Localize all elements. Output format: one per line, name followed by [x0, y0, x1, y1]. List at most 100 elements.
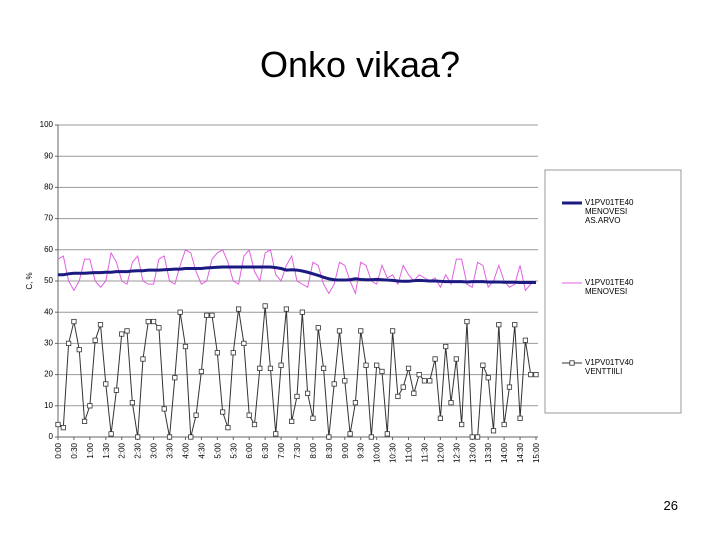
y-tick-label: 50	[44, 276, 53, 285]
data-point	[459, 421, 465, 428]
data-point	[103, 381, 109, 387]
data-point	[92, 337, 98, 343]
data-point	[358, 328, 364, 334]
data-point	[326, 434, 332, 440]
data-point	[145, 318, 151, 325]
data-point	[299, 309, 305, 315]
data-point	[517, 415, 523, 421]
data-point	[421, 378, 428, 384]
data-point	[140, 356, 146, 362]
data-point	[60, 425, 66, 431]
y-tick-label: 20	[44, 370, 53, 379]
data-point	[177, 309, 183, 315]
x-tick-label: 9:30	[357, 442, 366, 458]
x-tick-label: 2:30	[134, 442, 143, 458]
y-tick-label: 0	[49, 432, 54, 441]
x-tick-label: 4:00	[181, 442, 190, 458]
x-tick-label: 0:00	[54, 442, 63, 458]
data-point	[443, 343, 449, 350]
series-line	[57, 248, 537, 296]
data-point	[225, 425, 231, 431]
y-tick-label: 90	[44, 151, 53, 160]
data-point	[150, 318, 157, 325]
x-tick-label: 7:30	[293, 442, 302, 458]
data-point	[113, 387, 120, 393]
data-point	[230, 350, 236, 356]
data-point	[400, 384, 406, 390]
data-point	[501, 421, 507, 428]
y-tick-label: 10	[44, 401, 53, 410]
data-point	[294, 393, 300, 400]
y-tick-label: 40	[44, 307, 53, 316]
data-point	[81, 418, 88, 425]
data-point	[528, 371, 534, 378]
data-point	[342, 378, 348, 384]
data-point	[283, 306, 289, 312]
data-point	[156, 325, 162, 331]
x-tick-label: 2:00	[118, 442, 127, 458]
x-tick-label: 7:00	[277, 442, 286, 458]
data-point	[533, 371, 539, 378]
data-point	[55, 421, 61, 428]
data-point	[315, 325, 321, 331]
data-point	[204, 312, 210, 318]
x-tick-label: 1:00	[86, 442, 95, 458]
data-point	[166, 434, 173, 440]
data-point	[193, 412, 199, 418]
data-point	[379, 368, 385, 375]
x-tick-label: 10:00	[373, 442, 382, 463]
x-tick-label: 6:30	[261, 442, 270, 458]
data-point	[262, 303, 268, 309]
x-tick-label: 13:00	[468, 442, 477, 463]
data-point	[214, 350, 220, 356]
x-tick-label: 0:30	[70, 442, 79, 458]
series-line	[57, 305, 536, 438]
data-point	[384, 431, 390, 437]
data-point	[496, 322, 502, 328]
x-tick-label: 5:00	[213, 442, 222, 458]
x-tick-label: 9:00	[341, 442, 350, 458]
data-point	[188, 434, 194, 440]
x-tick-label: 15:00	[532, 442, 541, 463]
data-point	[437, 415, 444, 421]
data-point	[411, 390, 417, 396]
data-point	[182, 343, 189, 350]
legend-box	[544, 169, 682, 414]
y-axis-label: C, %	[25, 272, 34, 289]
data-point	[220, 409, 226, 415]
page-number: 26	[663, 498, 678, 513]
x-tick-label: 11:00	[405, 442, 414, 462]
y-tick-label: 70	[44, 214, 53, 223]
data-point	[198, 368, 204, 375]
data-point	[416, 371, 422, 378]
x-tick-label: 1:30	[102, 442, 111, 458]
data-point	[310, 415, 316, 421]
y-tick-label: 100	[40, 120, 54, 129]
data-point	[278, 362, 284, 368]
x-tick-label: 8:00	[309, 442, 318, 458]
data-point	[241, 340, 247, 347]
data-point	[485, 375, 491, 381]
data-point	[71, 318, 77, 325]
x-tick-label: 3:00	[150, 442, 159, 458]
data-point	[235, 306, 242, 312]
slide-title: Onko vikaa?	[259, 44, 461, 85]
data-point	[395, 393, 401, 400]
data-point	[119, 331, 125, 337]
data-point	[97, 322, 104, 328]
data-point	[368, 434, 374, 440]
data-point	[432, 356, 438, 362]
data-point	[289, 418, 295, 425]
data-point	[427, 378, 433, 384]
data-point	[405, 365, 412, 371]
x-tick-label: 14:30	[516, 442, 525, 463]
data-point	[374, 362, 380, 368]
data-point	[124, 328, 130, 334]
data-point	[172, 375, 178, 381]
x-tick-label: 10:30	[389, 442, 398, 463]
data-point	[135, 434, 141, 440]
y-tick-label: 80	[44, 183, 53, 192]
legend-label: V1PV01TV40 VENTTIILI	[585, 358, 634, 376]
x-tick-label: 13:30	[484, 442, 493, 463]
